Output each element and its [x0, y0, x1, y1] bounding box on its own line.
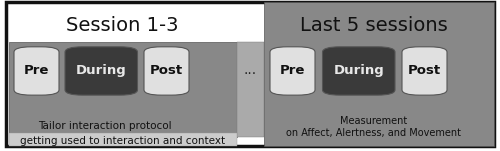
- Text: Post: Post: [408, 64, 441, 77]
- FancyBboxPatch shape: [270, 47, 315, 95]
- Text: During: During: [334, 64, 384, 77]
- Text: getting used to interaction and context: getting used to interaction and context: [20, 136, 225, 146]
- FancyBboxPatch shape: [402, 47, 447, 95]
- Text: Session 1-3: Session 1-3: [66, 16, 179, 35]
- FancyBboxPatch shape: [65, 47, 138, 95]
- FancyBboxPatch shape: [9, 42, 236, 137]
- FancyBboxPatch shape: [322, 47, 395, 95]
- FancyBboxPatch shape: [236, 42, 264, 137]
- Text: Pre: Pre: [280, 64, 305, 77]
- FancyBboxPatch shape: [264, 2, 494, 146]
- Text: Last 5 sessions: Last 5 sessions: [300, 16, 448, 35]
- Text: Tailor interaction protocol: Tailor interaction protocol: [38, 121, 172, 131]
- Text: During: During: [76, 64, 126, 77]
- Text: Pre: Pre: [24, 64, 49, 77]
- FancyBboxPatch shape: [14, 47, 59, 95]
- Text: ...: ...: [244, 63, 256, 77]
- FancyBboxPatch shape: [144, 47, 189, 95]
- FancyBboxPatch shape: [9, 133, 236, 146]
- Text: Post: Post: [150, 64, 183, 77]
- FancyBboxPatch shape: [6, 2, 494, 146]
- Text: Measurement
on Affect, Alertness, and Movement: Measurement on Affect, Alertness, and Mo…: [286, 116, 462, 138]
